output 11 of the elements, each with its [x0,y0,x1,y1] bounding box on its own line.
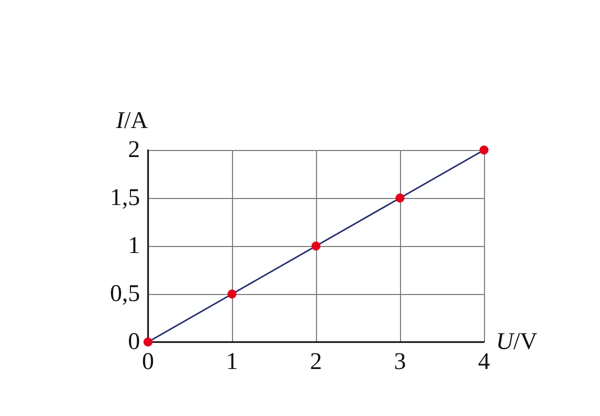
y-tick-label: 1,5 [110,185,140,211]
x-tick-label: 4 [478,349,490,375]
x-tick-label: 1 [226,349,238,375]
x-tick-label: 2 [310,349,322,375]
y-tick-label: 0 [128,329,140,355]
x-tick-label: 3 [394,349,406,375]
y-tick-label: 1 [128,233,140,259]
x-axis-title: U/V [496,329,538,355]
y-axis-title: I/A [115,108,149,134]
y-tick-label: 2 [128,137,140,163]
y-tick-label: 0,5 [110,281,140,307]
